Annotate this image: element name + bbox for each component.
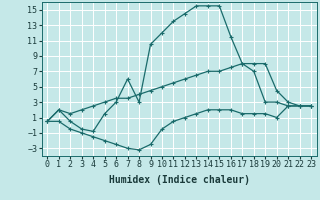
X-axis label: Humidex (Indice chaleur): Humidex (Indice chaleur) (109, 175, 250, 185)
